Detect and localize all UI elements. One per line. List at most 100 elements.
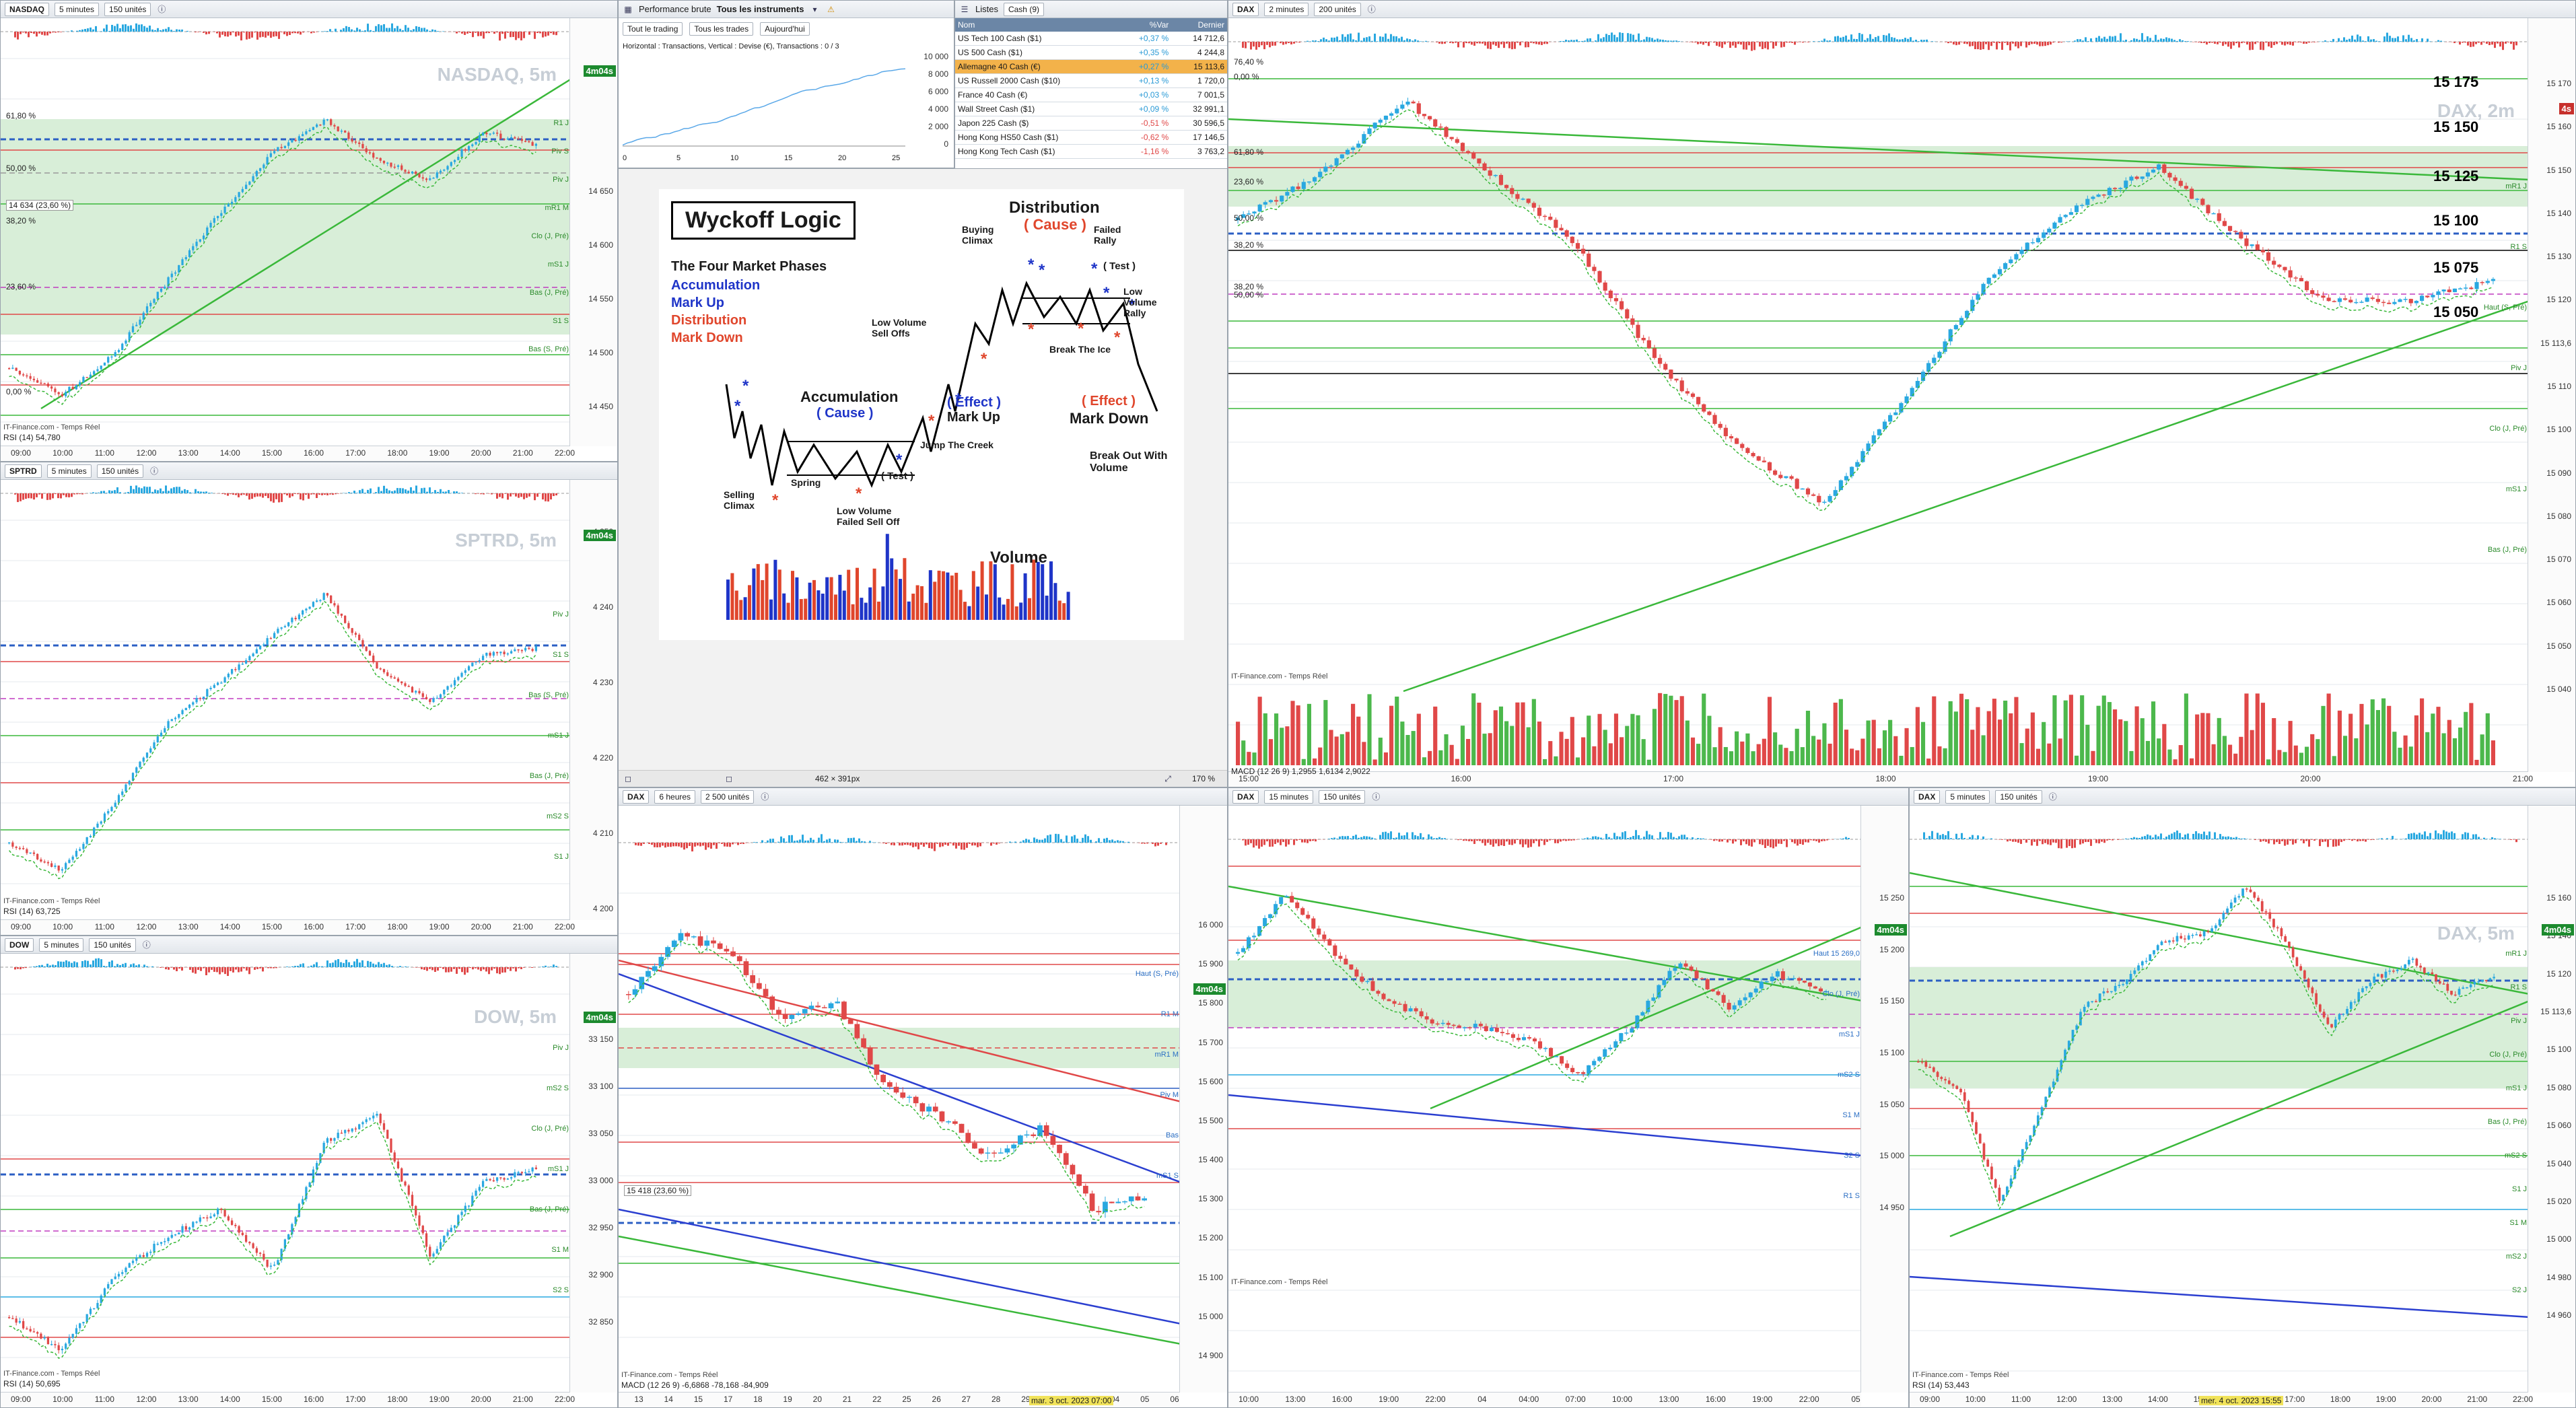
table-row[interactable]: Wall Street Cash ($1) +0,09 % 32 991,1: [955, 102, 1227, 116]
interval-select[interactable]: 6 heures: [654, 789, 696, 804]
osc-bar: [1309, 41, 1311, 42]
osc-bar: [1090, 839, 1092, 843]
candle: [1252, 211, 1257, 214]
symbol-select[interactable]: DAX: [623, 789, 650, 804]
trendline[interactable]: [619, 959, 1181, 1103]
candle: [939, 1111, 945, 1122]
trendline[interactable]: [1403, 300, 2530, 693]
info-icon[interactable]: ⓘ: [1372, 792, 1381, 802]
info-icon[interactable]: ⓘ: [1367, 5, 1376, 14]
list-select[interactable]: Cash (9): [1003, 2, 1044, 16]
table-row[interactable]: Hong Kong HS50 Cash ($1) -0,62 % 17 146,5: [955, 130, 1227, 145]
units-select[interactable]: 150 unités: [1319, 789, 1366, 804]
osc-bar: [1613, 833, 1615, 839]
interval-select[interactable]: 5 minutes: [39, 938, 84, 952]
osc-bar: [1355, 835, 1357, 839]
info-icon[interactable]: ⓘ: [150, 466, 159, 476]
price-tick: 2 000: [928, 122, 948, 131]
osc-bar: [923, 843, 925, 847]
units-select[interactable]: 150 unités: [89, 938, 136, 952]
watermark: NASDAQ, 5m: [437, 64, 557, 85]
table-row[interactable]: Allemagne 40 Cash (€) +0,27 % 15 113,6: [955, 59, 1227, 74]
nasdaq-price-svg: [1, 23, 571, 423]
trendline[interactable]: [1910, 1275, 2530, 1318]
candle: [149, 1251, 152, 1253]
candle: [432, 178, 435, 179]
trendline[interactable]: [1228, 1094, 1863, 1157]
fit-icon[interactable]: ⤢: [1164, 773, 1171, 783]
symbol-select[interactable]: DAX: [1232, 2, 1259, 16]
candle: [2250, 244, 2254, 246]
osc-bar: [448, 967, 450, 973]
units-select[interactable]: 200 unités: [1314, 2, 1361, 16]
image-status-bar: ◻ ◻ 462 × 391px ⤢ 170 %: [619, 770, 1227, 787]
candle: [220, 682, 223, 684]
candle: [439, 1242, 442, 1249]
units-select[interactable]: 2 500 unités: [701, 789, 755, 804]
osc-bar: [230, 967, 232, 971]
units-select[interactable]: 150 unités: [1995, 789, 2042, 804]
trades-filter[interactable]: Tous les trades: [689, 22, 754, 36]
table-row[interactable]: Hong Kong Tech Cash ($1) -1,16 % 3 763,2: [955, 144, 1227, 159]
candle: [1537, 207, 1542, 216]
trendline[interactable]: [619, 973, 1181, 1184]
trendline[interactable]: [1430, 925, 1863, 1110]
volume-bar: [1252, 752, 1257, 765]
info-icon[interactable]: ⓘ: [142, 940, 151, 950]
candle: [1493, 174, 1498, 176]
select-icon[interactable]: ◻: [726, 774, 732, 783]
osc-bar: [732, 843, 734, 845]
trendline[interactable]: [1910, 872, 2530, 995]
symbol-select[interactable]: NASDAQ: [5, 2, 50, 16]
dax-6h-chart-panel: DAX 6 heures 2 500 unités ⓘ 16 000 15 900…: [618, 787, 1228, 1408]
units-select[interactable]: 150 unités: [104, 2, 151, 16]
instrument-tab[interactable]: Tous les instruments: [716, 4, 804, 14]
column-header[interactable]: %Var: [1118, 18, 1172, 32]
symbol-select[interactable]: DAX: [1232, 789, 1259, 804]
table-row[interactable]: US 500 Cash ($1) +0,35 % 4 244,8: [955, 45, 1227, 60]
trading-filter[interactable]: Tout le trading: [623, 22, 683, 36]
info-icon[interactable]: ⓘ: [2048, 792, 2057, 802]
table-row[interactable]: France 40 Cash (€) +0,03 % 7 001,5: [955, 87, 1227, 102]
info-icon[interactable]: ⓘ: [158, 5, 166, 14]
candle: [2353, 1001, 2357, 1003]
table-row[interactable]: US Russell 2000 Cash ($10) +0,13 % 1 720,0: [955, 73, 1227, 88]
osc-bar: [2187, 833, 2189, 839]
osc-bar: [716, 843, 718, 849]
osc-bar: [108, 961, 110, 967]
osc-bar: [2171, 38, 2173, 42]
interval-select[interactable]: 5 minutes: [46, 464, 92, 478]
trendline[interactable]: [1949, 999, 2530, 1238]
column-header[interactable]: Dernier: [1171, 18, 1227, 32]
symbol-select[interactable]: DAX: [1914, 789, 1941, 804]
candle: [1515, 194, 1520, 199]
warning-icon[interactable]: ⚠: [827, 4, 835, 14]
interval-select[interactable]: 15 minutes: [1264, 789, 1314, 804]
symbol-select[interactable]: DOW: [5, 938, 34, 952]
candle: [1620, 301, 1624, 310]
column-header[interactable]: Nom: [955, 18, 1119, 32]
osc-bar: [1643, 837, 1645, 839]
candle: [1122, 1201, 1127, 1203]
table-row[interactable]: US Tech 100 Cash ($1) +0,37 % 14 712,6: [955, 32, 1227, 46]
volume-bar: [2260, 703, 2265, 765]
candle: [2260, 901, 2264, 912]
interval-select[interactable]: 2 minutes: [1264, 2, 1309, 16]
trendline[interactable]: [619, 1235, 1181, 1345]
units-select[interactable]: 150 unités: [96, 464, 144, 478]
symbol-select[interactable]: SPTRD: [5, 464, 42, 478]
info-icon[interactable]: ⓘ: [761, 792, 769, 802]
interval-select[interactable]: 5 minutes: [55, 2, 100, 16]
interval-select[interactable]: 5 minutes: [1945, 789, 1990, 804]
osc-bar: [2478, 42, 2480, 43]
trendline[interactable]: [1228, 885, 1863, 1002]
candle: [8, 368, 11, 369]
osc-bar: [122, 24, 124, 32]
dropdown-icon[interactable]: ▾: [812, 4, 817, 14]
osc-bar: [1643, 39, 1645, 42]
period-filter[interactable]: Aujourd'hui: [760, 22, 810, 36]
candle: [2106, 991, 2109, 993]
crop-icon[interactable]: ◻: [625, 774, 631, 783]
table-row[interactable]: Japon 225 Cash ($) -0,51 % 30 596,5: [955, 116, 1227, 131]
trendline[interactable]: [619, 1208, 1181, 1325]
